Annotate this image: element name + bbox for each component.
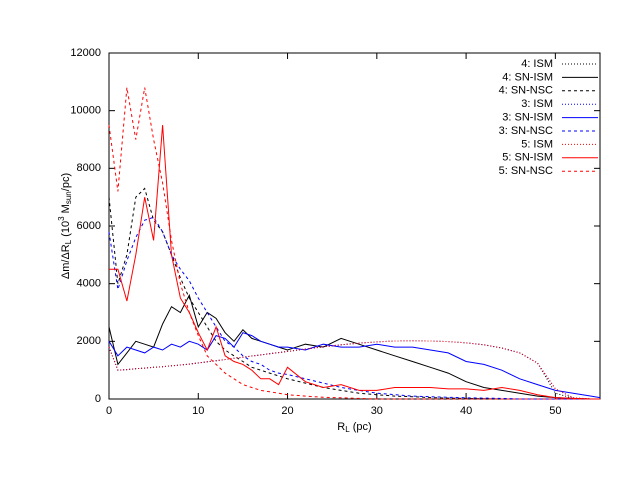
series-line <box>109 125 600 400</box>
legend-label: 5: SN-NSC <box>499 165 553 177</box>
legend-label: 4: SN-ISM <box>502 71 553 83</box>
x-tick-label: 30 <box>371 405 383 417</box>
y-axis-label: Δm/ΔRL​ (103​ Msun​/pc) <box>57 173 73 279</box>
series-line <box>108 340 600 400</box>
legend-label: 5: ISM <box>521 138 553 150</box>
y-axis-label-part: M <box>60 204 72 216</box>
x-tick-label: 40 <box>460 405 472 417</box>
y-axis-label-part: L <box>64 239 73 244</box>
legend-label: 5: SN-ISM <box>502 152 553 164</box>
y-axis-label-part: Δm/ΔR <box>60 244 72 279</box>
legend-label: 3: SN-ISM <box>502 112 553 124</box>
x-tick-label: 0 <box>106 405 112 417</box>
legend-label: 3: ISM <box>521 98 553 110</box>
y-tick-label: 8000 <box>77 162 101 174</box>
y-tick-label: 0 <box>95 393 101 405</box>
y-tick-label: 6000 <box>77 220 101 232</box>
x-axis-label: RL​ (pc) <box>337 421 371 434</box>
series-line <box>108 340 600 400</box>
y-tick-label: 10000 <box>70 105 101 117</box>
series-line <box>108 216 600 400</box>
x-axis-label-part: (pc) <box>350 421 372 433</box>
y-axis-label-part: 3 <box>57 216 66 221</box>
y-tick-label: 4000 <box>77 278 101 290</box>
legend-label: 4: SN-NSC <box>499 85 553 97</box>
x-tick-label: 50 <box>549 405 561 417</box>
y-axis-label-part: sun <box>64 191 73 204</box>
series-line <box>108 187 600 400</box>
x-axis-label-part: R <box>337 421 345 433</box>
y-tick-label: 2000 <box>77 335 101 347</box>
series-line <box>108 332 601 399</box>
y-axis-label-part: (10 <box>60 221 72 240</box>
series-line <box>108 340 600 400</box>
x-axis-label-part: L <box>345 425 350 434</box>
x-tick-label: 10 <box>192 405 204 417</box>
legend-label: 4: ISM <box>521 58 553 70</box>
y-axis-label-part: /pc) <box>60 173 72 191</box>
series-line <box>108 87 600 400</box>
y-tick-label: 12000 <box>70 47 101 59</box>
x-tick-label: 20 <box>281 405 293 417</box>
legend-label: 3: SN-NSC <box>499 125 553 137</box>
